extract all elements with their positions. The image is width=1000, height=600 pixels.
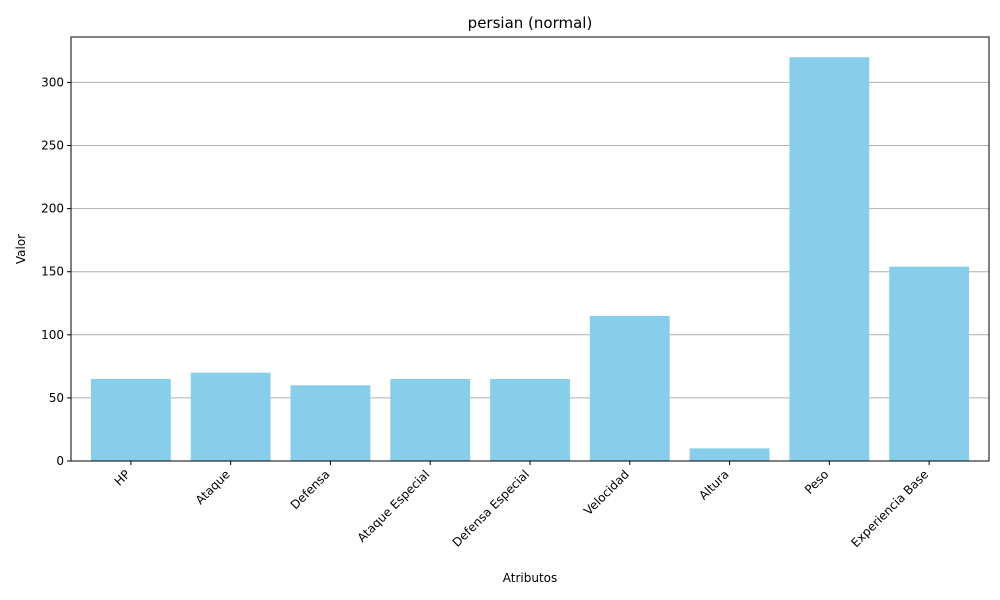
bar-1: [190, 372, 271, 461]
y-axis-ticks: 0 50 100 150 200 250 300: [41, 75, 71, 468]
bar-5: [589, 315, 670, 461]
y-tick-label-5: 250: [41, 139, 64, 153]
bar-4: [490, 378, 570, 461]
y-axis-label: Valor: [14, 234, 28, 264]
x-tick-label-1: Ataque: [193, 467, 233, 507]
x-tick-label-2: Defensa: [288, 467, 333, 512]
x-tick-label-6: Altura: [696, 467, 731, 502]
x-tick-label-0: HP: [112, 467, 133, 488]
bar-6: [689, 448, 770, 461]
x-tick-label-4: Defensa Especial: [450, 467, 533, 550]
y-tick-label-2: 100: [41, 328, 64, 342]
y-tick-label-6: 300: [41, 75, 64, 89]
bar-0: [90, 378, 171, 461]
bar-2: [290, 385, 371, 461]
y-tick-label-4: 200: [41, 202, 64, 216]
x-tick-label-5: Velocidad: [581, 467, 632, 518]
y-tick-label-0: 0: [56, 454, 64, 468]
x-tick-label-3: Ataque Especial: [355, 467, 433, 545]
x-tick-label-7: Peso: [802, 467, 832, 497]
x-axis-label: Atributos: [503, 571, 558, 585]
bar-8: [889, 266, 970, 461]
chart-title: persian (normal): [468, 14, 593, 32]
bar-7: [789, 57, 870, 461]
x-axis-ticks: HP Ataque Defensa Ataque Especial Defensa Es…: [112, 461, 931, 550]
x-tick-label-8: Experiencia Base: [848, 467, 931, 550]
y-tick-label-3: 150: [41, 265, 64, 279]
y-tick-label-1: 50: [49, 391, 64, 405]
bars: [90, 57, 970, 461]
bar-3: [390, 378, 471, 461]
